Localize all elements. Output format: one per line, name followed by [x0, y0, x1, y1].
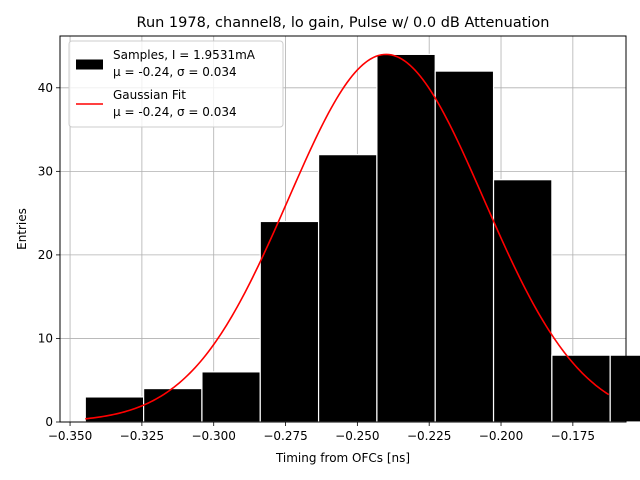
legend-box [68, 40, 284, 128]
legend-samples-stats: μ = -0.24, σ = 0.034 [113, 65, 237, 79]
x-tick-label: −0.275 [263, 429, 307, 443]
x-tick-label: −0.175 [551, 429, 595, 443]
legend-fit-label: Gaussian Fit [113, 88, 186, 102]
y-tick-label: 0 [45, 415, 53, 429]
histogram-bar [201, 371, 261, 423]
histogram-bar [434, 70, 495, 423]
y-tick-label: 40 [38, 81, 53, 95]
histogram-bar [492, 179, 553, 423]
histogram-bar [259, 220, 320, 423]
legend-samples-label: Samples, I = 1.9531mA [113, 48, 256, 62]
gaussian-fit-curve [85, 53, 610, 420]
x-tick-label: −0.350 [48, 429, 92, 443]
x-tick-label: −0.325 [120, 429, 164, 443]
y-axis-label: Entries [15, 208, 29, 250]
histogram-bar [551, 354, 611, 423]
histogram-bar [376, 53, 436, 423]
x-axis-label: Timing from OFCs [ns] [275, 451, 410, 465]
y-axis-ticks: 0 10 20 30 40 [38, 81, 60, 429]
y-tick-label: 10 [38, 331, 53, 345]
plot-frame [59, 35, 627, 423]
y-tick-label: 30 [38, 164, 53, 178]
x-axis-ticks: −0.350 −0.325 −0.300 −0.275 −0.250 −0.225 −0.2… [48, 422, 595, 443]
chart-title: Run 1978, channel8, lo gain, Pulse w/ 0.… [137, 15, 550, 31]
histogram-bar [609, 354, 640, 423]
histogram-bar [317, 154, 378, 423]
fit-layer [85, 53, 610, 420]
x-tick-label: −0.225 [407, 429, 451, 443]
bars-layer [84, 53, 640, 423]
legend-fit-stats: μ = -0.24, σ = 0.034 [113, 105, 237, 119]
legend: Samples, I = 1.9531mA μ = -0.24, σ = 0.0… [68, 40, 284, 128]
legend-samples-swatch [76, 59, 103, 70]
x-tick-label: −0.250 [335, 429, 379, 443]
y-tick-label: 20 [38, 248, 53, 262]
histogram-bar [143, 387, 203, 423]
x-tick-label: −0.300 [191, 429, 235, 443]
x-tick-label: −0.200 [479, 429, 523, 443]
